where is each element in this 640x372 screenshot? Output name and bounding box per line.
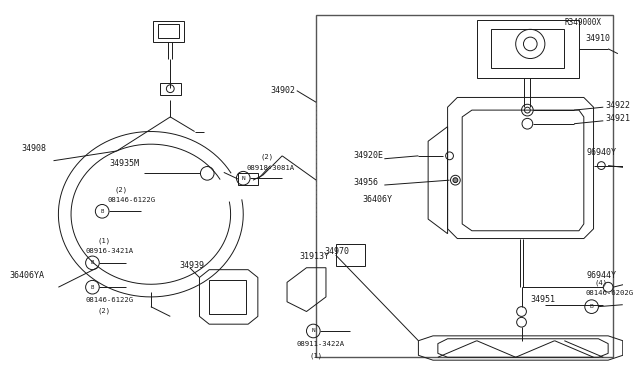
Text: B: B	[91, 285, 94, 290]
Text: 96940Y: 96940Y	[587, 148, 617, 157]
Text: (2): (2)	[115, 187, 128, 193]
Text: N: N	[312, 328, 315, 333]
Text: 34908: 34908	[21, 144, 47, 153]
Text: 31913Y: 31913Y	[300, 251, 330, 260]
Bar	[159, 83, 181, 94]
Text: (4): (4)	[595, 279, 607, 286]
Text: 08146-6122G: 08146-6122G	[86, 297, 134, 303]
Text: 34970: 34970	[324, 247, 349, 256]
Bar	[238, 173, 258, 185]
Bar	[492, 29, 564, 68]
Text: 34920E: 34920E	[353, 151, 383, 160]
Text: (2): (2)	[97, 307, 111, 314]
Text: 08916-3421A: 08916-3421A	[86, 248, 134, 254]
Text: 34902: 34902	[271, 86, 296, 95]
Text: 34921: 34921	[605, 114, 630, 124]
Text: 08918-3081A: 08918-3081A	[246, 164, 294, 170]
Text: (1): (1)	[97, 237, 111, 244]
Text: 36406YA: 36406YA	[10, 271, 45, 280]
Text: 34956: 34956	[353, 177, 378, 187]
Bar	[316, 15, 613, 357]
Bar	[153, 20, 184, 42]
Text: (2): (2)	[260, 154, 274, 160]
Text: 08146-6202G: 08146-6202G	[586, 290, 634, 296]
Text: N: N	[241, 176, 245, 181]
Text: 96944Y: 96944Y	[587, 271, 617, 280]
Text: B: B	[91, 260, 94, 265]
Text: (1): (1)	[309, 352, 323, 359]
Bar	[477, 20, 579, 78]
Text: 34935M: 34935M	[109, 159, 139, 168]
Text: 08911-3422A: 08911-3422A	[297, 341, 345, 347]
Text: B: B	[100, 209, 104, 214]
Text: 36406Y: 36406Y	[362, 195, 392, 204]
Text: B: B	[589, 304, 593, 309]
Text: 34910: 34910	[586, 33, 611, 43]
Circle shape	[453, 178, 458, 183]
Text: 34922: 34922	[605, 101, 630, 110]
Text: 34939: 34939	[179, 261, 204, 270]
Text: R349000X: R349000X	[564, 18, 602, 27]
Bar	[209, 280, 246, 314]
Bar	[157, 25, 179, 38]
Text: 34951: 34951	[531, 295, 556, 304]
Text: 08146-6122G: 08146-6122G	[107, 197, 155, 203]
Bar	[336, 244, 365, 266]
